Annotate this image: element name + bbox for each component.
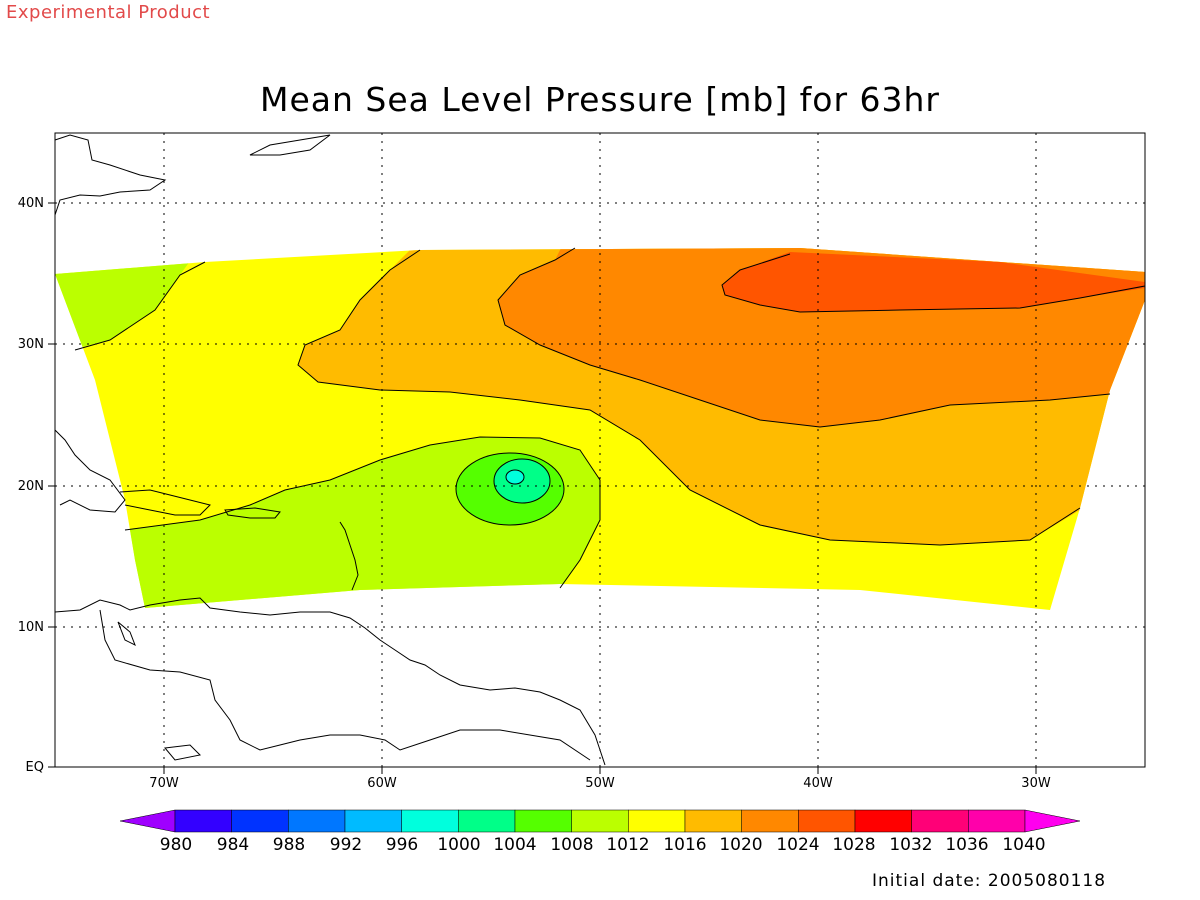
colorbar-swatch — [344, 809, 402, 833]
colorbar-label: 1028 — [832, 835, 876, 855]
lat-label-30n: 30N — [17, 337, 44, 352]
colorbar-swatch — [401, 809, 459, 833]
colorbar-swatch — [231, 809, 289, 833]
lat-label-10n: 10N — [17, 620, 44, 635]
colorbar-swatch — [684, 809, 742, 833]
colorbar-swatch — [968, 809, 1026, 833]
field-996 — [506, 470, 524, 484]
lon-label-50w: 50W — [585, 776, 615, 791]
colorbar-label: 980 — [159, 835, 193, 855]
colorbar-label: 992 — [329, 835, 363, 855]
colorbar-label: 1032 — [889, 835, 933, 855]
colorbar-swatch — [571, 809, 629, 833]
colorbar-swatch — [628, 809, 686, 833]
map-title: Mean Sea Level Pressure [mb] for 63hr — [259, 80, 941, 119]
lat-label-eq: EQ — [25, 760, 44, 775]
tick-marks — [48, 202, 1037, 774]
colorbar-label: 1040 — [1002, 835, 1046, 855]
colorbar-label: 1012 — [606, 835, 650, 855]
colorbar-label: 984 — [216, 835, 250, 855]
colorbar-swatch — [288, 809, 346, 833]
lat-label-20n: 20N — [17, 479, 44, 494]
coastlines — [54, 134, 606, 766]
colorbar-swatch — [911, 809, 969, 833]
colorbar-swatch — [854, 809, 912, 833]
experimental-product-label: Experimental Product — [6, 2, 211, 23]
colorbar-label: 996 — [385, 835, 419, 855]
colorbar-min-arrow — [119, 809, 176, 833]
colorbar-label: 1024 — [776, 835, 820, 855]
colorbar-swatch — [741, 809, 799, 833]
colorbar-label: 988 — [272, 835, 306, 855]
map-grid — [55, 133, 1145, 767]
colorbar-swatch — [514, 809, 572, 833]
lon-label-60w: 60W — [367, 776, 397, 791]
colorbar-label: 1020 — [719, 835, 763, 855]
colorbar-swatch — [798, 809, 856, 833]
colorbar-label: 1004 — [493, 835, 537, 855]
field-1024 — [722, 252, 1145, 312]
colorbar-label: 1008 — [550, 835, 594, 855]
lat-label-40n: 40N — [17, 196, 44, 211]
colorbar-label: 1036 — [945, 835, 989, 855]
colorbar-label: 1016 — [663, 835, 707, 855]
colorbar-label: 1000 — [437, 835, 481, 855]
colorbar — [119, 809, 1081, 833]
initial-date: Initial date: 2005080118 — [872, 871, 1107, 891]
isobar-lines — [74, 247, 1146, 589]
lon-label-70w: 70W — [149, 776, 179, 791]
colorbar-max-arrow — [1024, 809, 1081, 833]
lon-label-40w: 40W — [803, 776, 833, 791]
colorbar-swatch — [458, 809, 516, 833]
colorbar-swatch — [174, 809, 232, 833]
lon-label-30w: 30W — [1021, 776, 1051, 791]
